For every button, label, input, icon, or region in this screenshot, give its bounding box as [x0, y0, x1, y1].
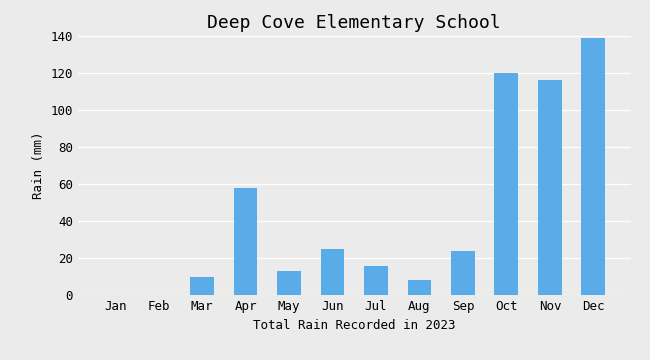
- Bar: [320, 249, 344, 295]
- Bar: [538, 80, 562, 295]
- Title: Deep Cove Elementary School: Deep Cove Elementary School: [207, 14, 501, 32]
- Bar: [190, 277, 214, 295]
- Bar: [233, 188, 257, 295]
- Y-axis label: Rain (mm): Rain (mm): [32, 132, 45, 199]
- Bar: [408, 280, 432, 295]
- X-axis label: Total Rain Recorded in 2023: Total Rain Recorded in 2023: [253, 319, 456, 332]
- Bar: [277, 271, 301, 295]
- Bar: [582, 38, 605, 295]
- Bar: [451, 251, 475, 295]
- Bar: [364, 266, 388, 295]
- Bar: [495, 73, 519, 295]
